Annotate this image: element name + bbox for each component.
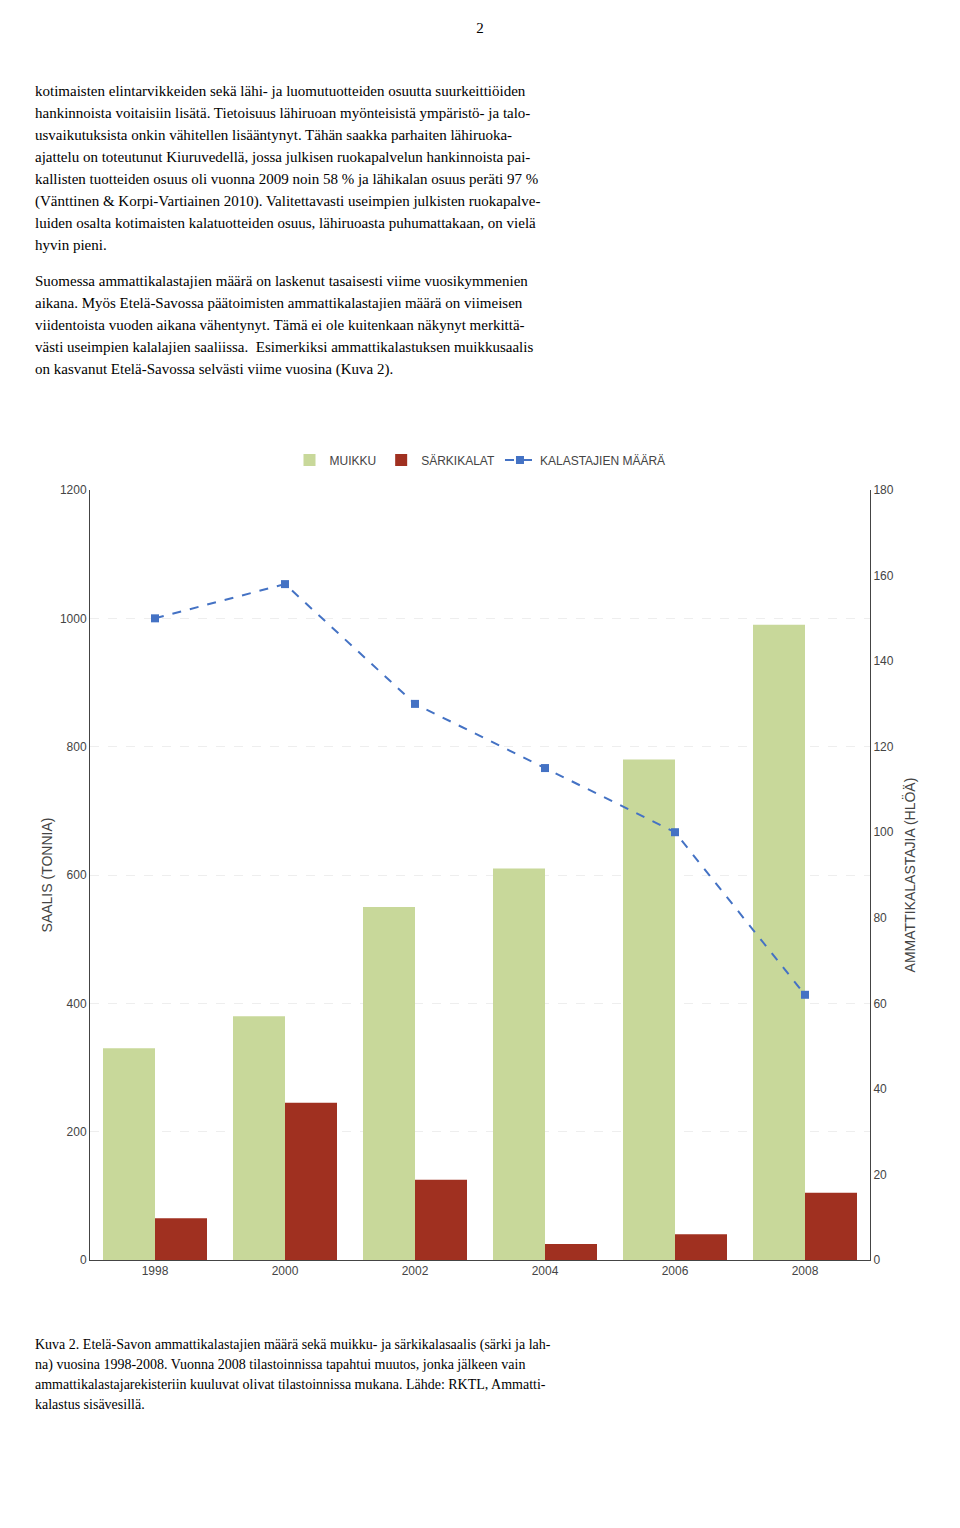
svg-text:AMMATTIKALASTAJIA (HLÖÄ): AMMATTIKALASTAJIA (HLÖÄ) (901, 778, 918, 973)
html-text:Kuva 2. Etelä-Savon ammattikal: Kuva 2. Etelä-Savon ammattikalastajien m… (35, 1337, 551, 1412)
html-text:kotimaisten elintarvikkeiden s: kotimaisten elintarvikkeiden sekä lähi- … (35, 83, 541, 253)
svg-text:0: 0 (80, 1253, 87, 1267)
html-text:Suomessa ammattikalastajien mä: Suomessa ammattikalastajien määrä on las… (35, 273, 534, 377)
html-text:2: 2 (476, 20, 484, 36)
svg-text:KALASTAJIEN MÄÄRÄ: KALASTAJIEN MÄÄRÄ (540, 454, 665, 468)
svg-text:SÄRKIKALAT: SÄRKIKALAT (421, 454, 495, 468)
svg-text:140: 140 (873, 654, 893, 668)
svg-text:20: 20 (873, 1168, 887, 1182)
svg-text:600: 600 (67, 868, 87, 882)
svg-text:2008: 2008 (792, 1264, 819, 1278)
svg-text:2006: 2006 (662, 1264, 689, 1278)
svg-text:1998: 1998 (142, 1264, 169, 1278)
svg-text:120: 120 (873, 740, 893, 754)
svg-text:MUIKKU: MUIKKU (330, 454, 377, 468)
svg-text:400: 400 (67, 997, 87, 1011)
svg-text:SAALIS (TONNIA): SAALIS (TONNIA) (39, 818, 55, 933)
svg-text:80: 80 (873, 911, 887, 925)
svg-text:100: 100 (873, 825, 893, 839)
svg-text:800: 800 (67, 740, 87, 754)
svg-text:200: 200 (67, 1125, 87, 1139)
svg-text:0: 0 (873, 1253, 880, 1267)
svg-text:2004: 2004 (532, 1264, 559, 1278)
svg-text:1000: 1000 (60, 612, 87, 626)
svg-text:180: 180 (873, 483, 893, 497)
svg-text:2000: 2000 (272, 1264, 299, 1278)
svg-text:2002: 2002 (402, 1264, 429, 1278)
svg-text:1200: 1200 (60, 483, 87, 497)
svg-text:160: 160 (873, 569, 893, 583)
svg-text:60: 60 (873, 997, 887, 1011)
svg-text:40: 40 (873, 1082, 887, 1096)
